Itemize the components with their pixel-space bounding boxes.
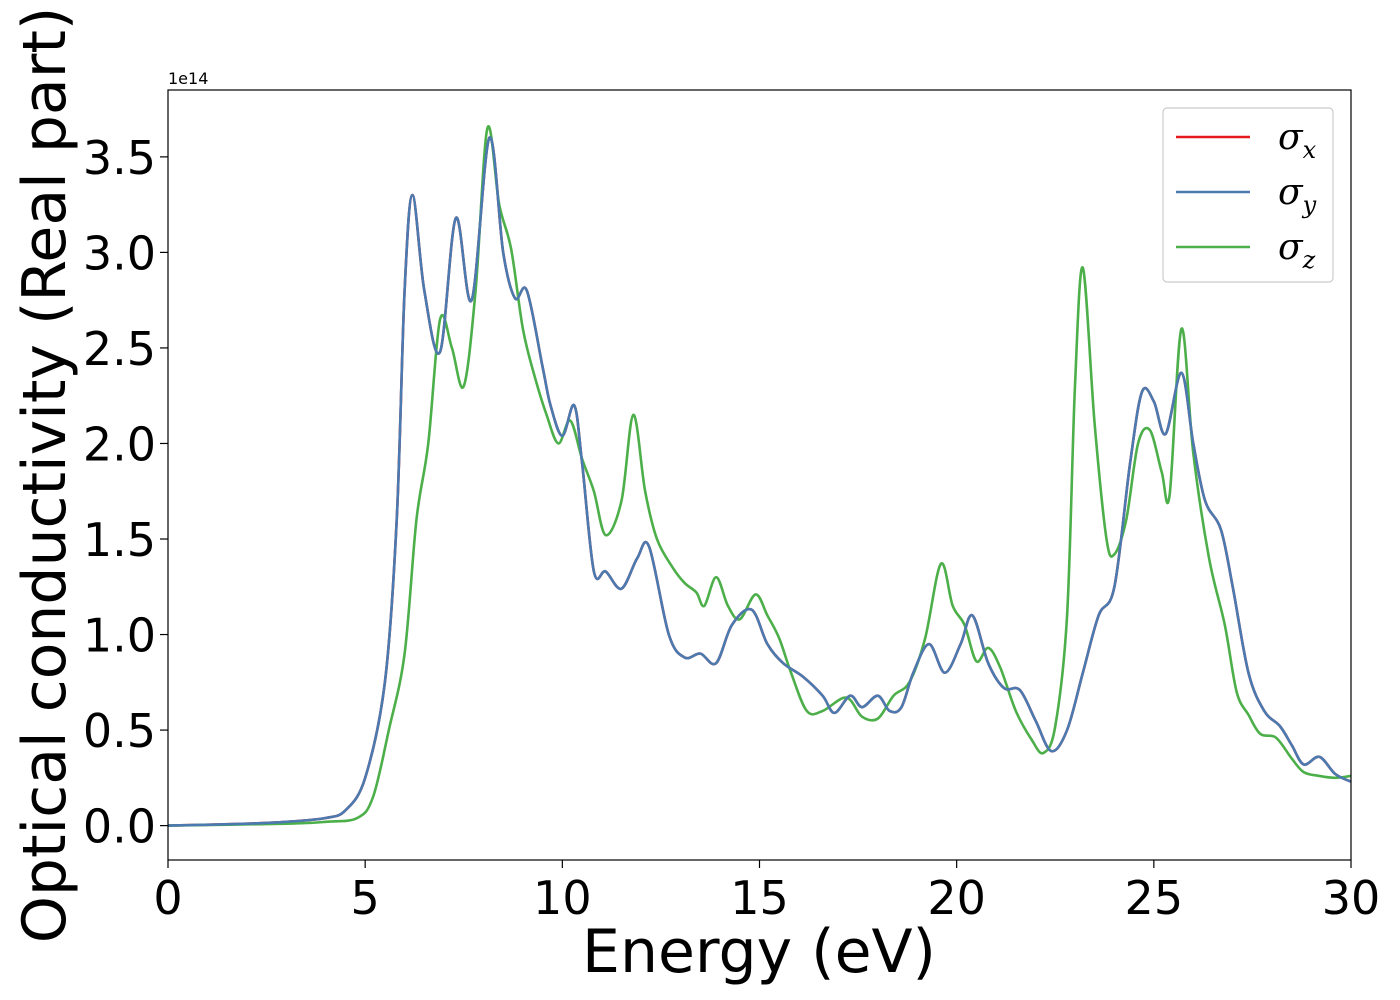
x-tick-label: 0	[153, 871, 182, 925]
legend: σx σy σz	[1162, 107, 1334, 283]
legend-label-z: σz	[1278, 227, 1316, 274]
legend-box	[1162, 107, 1334, 283]
y-axis-title: Optical conductivity (Real part)	[10, 7, 80, 944]
y-tick-label: 1.5	[83, 513, 156, 567]
y-offset-label: 1e14	[168, 69, 208, 88]
y-tick-label: 1.0	[83, 609, 156, 663]
x-axis: 0 5 10 15 20 25 30	[153, 860, 1380, 925]
y-tick-label: 2.5	[83, 322, 156, 376]
y-tick-label: 0.5	[83, 704, 156, 758]
y-axis: 0.0 0.5 1.0 1.5 2.0 2.5 3.0 3.5	[83, 131, 168, 854]
y-tick-label: 0.0	[83, 800, 156, 854]
y-tick-label: 2.0	[83, 417, 156, 471]
series-layer	[167, 125, 1352, 827]
legend-label-y: σy	[1278, 172, 1317, 219]
series-line-z	[167, 125, 1352, 827]
y-tick-label: 3.0	[83, 226, 156, 280]
y-tick-label: 3.5	[83, 131, 156, 185]
x-tick-label: 10	[533, 871, 592, 925]
x-axis-title: Energy (eV)	[582, 917, 936, 987]
x-tick-label: 15	[730, 871, 789, 925]
x-tick-label: 30	[1322, 871, 1381, 925]
x-tick-label: 5	[351, 871, 380, 925]
series-line-y	[167, 136, 1352, 827]
legend-items: σx σy σz	[1176, 117, 1317, 274]
legend-label-x: σx	[1278, 117, 1317, 164]
x-tick-label: 20	[927, 871, 986, 925]
x-tick-label: 25	[1125, 871, 1184, 925]
